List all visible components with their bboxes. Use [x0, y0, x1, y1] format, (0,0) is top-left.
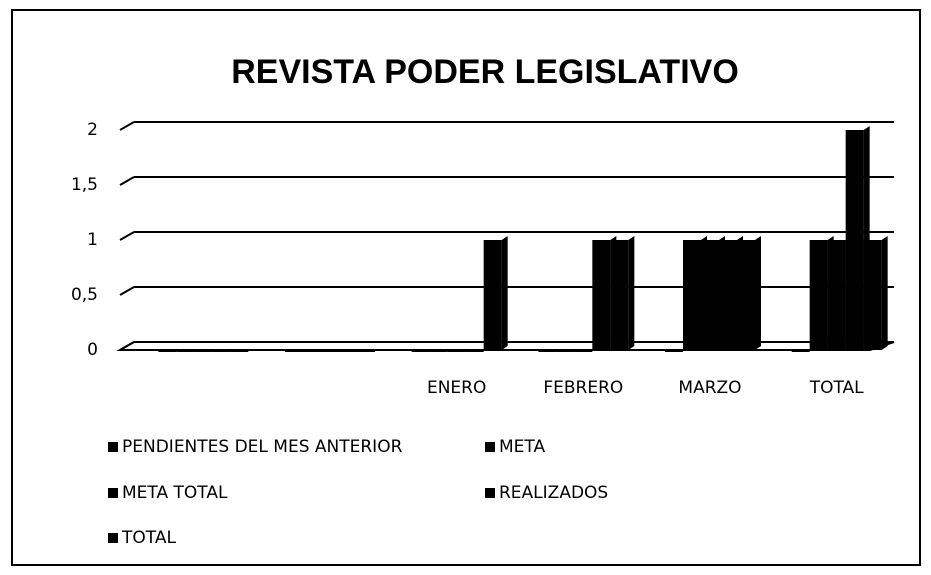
legend-label: REALIZADOS [499, 483, 608, 503]
legend-label: META TOTAL [122, 483, 228, 503]
legend-label: PENDIENTES DEL MES ANTERIOR [122, 437, 403, 457]
bar [411, 350, 430, 352]
bar [339, 350, 357, 352]
bar [827, 240, 846, 350]
bar [212, 350, 231, 352]
bar-side [628, 236, 635, 350]
y-tick-label: 0 [87, 340, 98, 360]
bar [303, 350, 321, 352]
bar-side [881, 236, 888, 350]
legend-swatch [485, 442, 495, 452]
bar [538, 350, 557, 352]
bar [809, 240, 828, 350]
bar [285, 350, 303, 352]
legend-swatch [108, 442, 118, 452]
bar [592, 240, 611, 350]
bar [447, 350, 466, 352]
bar [863, 240, 882, 350]
bar [791, 350, 810, 352]
bar [429, 350, 448, 352]
bar [665, 350, 683, 352]
bar [719, 240, 737, 350]
bar [483, 240, 502, 350]
bar [701, 240, 719, 350]
y-tick-label: 1 [87, 230, 98, 250]
bar [845, 130, 864, 350]
bar [321, 350, 339, 352]
bar [158, 350, 177, 352]
x-tick-label: ENERO [427, 378, 486, 398]
y-tick-label: 1,5 [71, 175, 98, 195]
grid-side [119, 176, 135, 186]
bar [194, 350, 213, 352]
bar [465, 350, 484, 352]
chart-title: REVISTA PODER LEGISLATIVO [231, 53, 739, 91]
y-tick-label: 2 [87, 120, 98, 140]
bar-side [755, 236, 761, 350]
grid-side [119, 121, 135, 131]
grid-side [119, 231, 135, 241]
bar [556, 350, 575, 352]
bar-side [501, 236, 508, 350]
legend-swatch [108, 488, 118, 498]
legend-label: TOTAL [121, 528, 176, 548]
bar [610, 240, 629, 350]
bar [176, 350, 195, 352]
legend-label: META [499, 437, 545, 457]
legend-swatch [485, 488, 495, 498]
x-tick-label: FEBRERO [543, 378, 623, 398]
legend-swatch [108, 533, 118, 543]
bar [574, 350, 593, 352]
bar [737, 240, 755, 350]
x-tick-label: TOTAL [809, 378, 864, 398]
bar [230, 350, 249, 352]
x-tick-label: MARZO [678, 378, 741, 398]
y-tick-label: 0,5 [71, 285, 98, 305]
bar [683, 240, 701, 350]
bar [357, 350, 375, 352]
grid-side [119, 286, 135, 296]
